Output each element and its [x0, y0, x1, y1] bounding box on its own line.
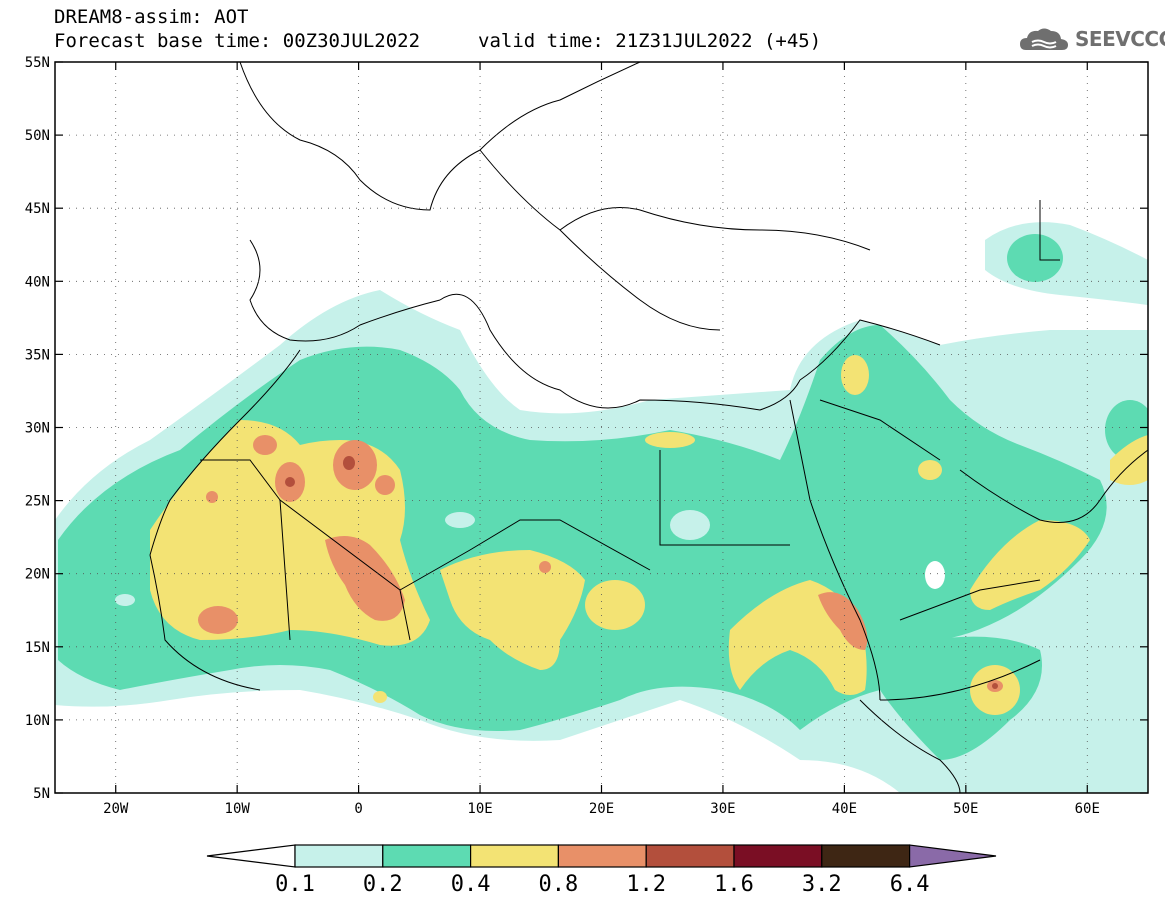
colorbar-label: 6.4	[890, 872, 930, 897]
aot-low-patches	[115, 510, 945, 606]
lat-tick-label: 20N	[25, 567, 50, 583]
lat-tick-label: 5N	[33, 786, 50, 802]
colorbar-label: 0.1	[275, 872, 315, 897]
lon-tick-label: 10W	[225, 801, 251, 817]
lat-tick-label: 30N	[25, 421, 50, 437]
colorbar-swatch	[557, 844, 647, 868]
lon-tick-label: 30E	[710, 801, 735, 817]
aot-field	[55, 222, 1148, 793]
lat-tick-label: 35N	[25, 347, 50, 363]
colorbar-swatch	[645, 844, 735, 868]
aot-level-1.2	[285, 456, 998, 689]
lat-tick-label: 55N	[25, 55, 50, 71]
lat-tick-label: 25N	[25, 494, 50, 510]
chart-title: DREAM8-assim: AOT	[54, 6, 249, 28]
aot-level-0.8	[198, 435, 1003, 692]
lat-tick-label: 10N	[25, 713, 50, 729]
forecast-base-time: Forecast base time: 00Z30JUL2022	[54, 30, 421, 52]
colorbar-label: 1.6	[714, 872, 754, 897]
colorbar-swatch	[821, 844, 911, 868]
lon-tick-label: 40E	[832, 801, 857, 817]
cloud-logo-icon	[1020, 28, 1068, 50]
logo-text: SEEVCCC	[1075, 27, 1165, 51]
colorbar-label: 1.2	[626, 872, 666, 897]
axis-ticks: 55N 50N 45N 40N 35N 30N 25N 20N 15N 10N 5N 20W 10W 0 1…	[25, 55, 1148, 817]
lon-tick-label: 10E	[467, 801, 492, 817]
lat-tick-label: 45N	[25, 201, 50, 217]
lon-tick-label: 0	[354, 801, 362, 817]
valid-time: valid time: 21Z31JUL2022 (+45)	[478, 30, 822, 52]
lon-tick-label: 50E	[953, 801, 978, 817]
colorbar-label: 0.2	[363, 872, 403, 897]
colorbar-label: 0.8	[539, 872, 579, 897]
gridlines	[55, 62, 1148, 793]
coastlines-borders	[149, 62, 1148, 793]
lon-tick-label: 20E	[589, 801, 614, 817]
lat-tick-label: 50N	[25, 128, 50, 144]
colorbar-over-arrow	[908, 844, 997, 868]
lon-tick-label: 20W	[103, 801, 129, 817]
colorbar-swatch	[470, 844, 560, 868]
lat-tick-label: 15N	[25, 640, 50, 656]
colorbar-swatch	[733, 844, 823, 868]
colorbar-swatch	[382, 844, 472, 868]
lon-tick-label: 60E	[1075, 801, 1100, 817]
colorbar: 0.1 0.2 0.4 0.8 1.2 1.6 3.2 6.4	[206, 844, 997, 897]
colorbar-label: 0.4	[451, 872, 491, 897]
colorbar-under-arrow	[206, 844, 296, 868]
colorbar-swatch	[294, 844, 384, 868]
lat-tick-label: 40N	[25, 274, 50, 290]
colorbar-label: 3.2	[802, 872, 842, 897]
